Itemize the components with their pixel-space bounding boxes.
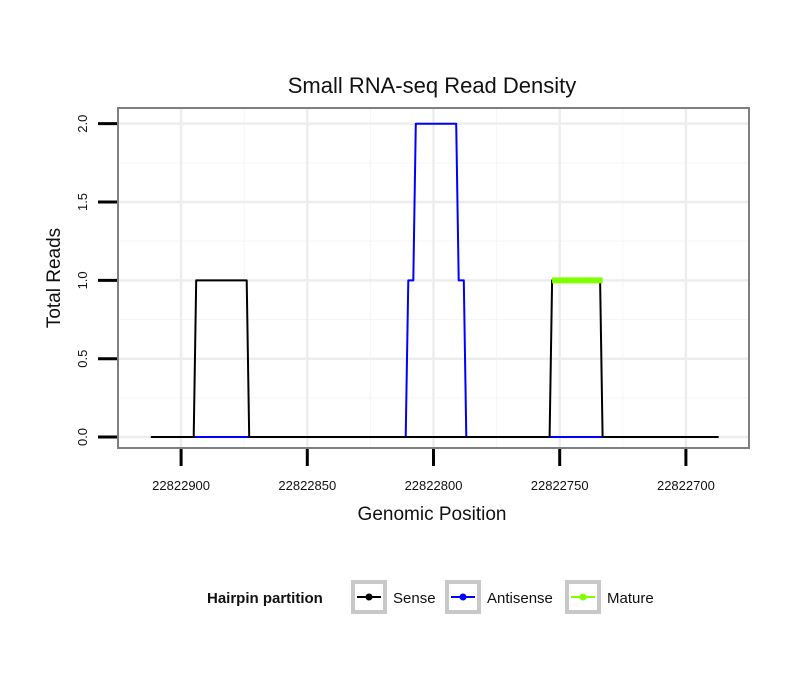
- legend-key-point: [365, 593, 373, 601]
- series-group: [150, 122, 719, 438]
- legend-key-point: [459, 593, 467, 601]
- x-tick-label: 22822900: [152, 478, 210, 493]
- x-axis-label: Genomic Position: [358, 504, 507, 525]
- x-tick-label: 22822850: [278, 478, 336, 493]
- y-tick-label: 0.5: [75, 350, 90, 368]
- plot-frame: [117, 107, 750, 449]
- legend-key-point: [579, 593, 587, 601]
- legend-title: Hairpin partition: [207, 590, 323, 607]
- x-axis: 22822900 22822850 22822800 22822750 22822700: [152, 449, 715, 493]
- y-tick-label: 1.0: [75, 271, 90, 289]
- y-tick-label: 1.5: [75, 193, 90, 211]
- legend-label-antisense: Antisense: [487, 590, 553, 607]
- x-tick-label: 22822750: [531, 478, 589, 493]
- chart-title: Small RNA-seq Read Density: [288, 73, 577, 98]
- x-tick-label: 22822800: [405, 478, 463, 493]
- y-tick-label: 2.0: [75, 115, 90, 133]
- legend-label-mature: Mature: [607, 590, 654, 607]
- y-axis-label: Total Reads: [44, 228, 65, 328]
- y-tick-label: 0.0: [75, 428, 90, 446]
- x-tick-label: 22822700: [657, 478, 715, 493]
- y-axis: 0.0 0.5 1.0 1.5 2.0: [75, 115, 117, 446]
- legend: Hairpin partition Sense Antisense Mature: [207, 580, 654, 614]
- legend-label-sense: Sense: [393, 590, 436, 607]
